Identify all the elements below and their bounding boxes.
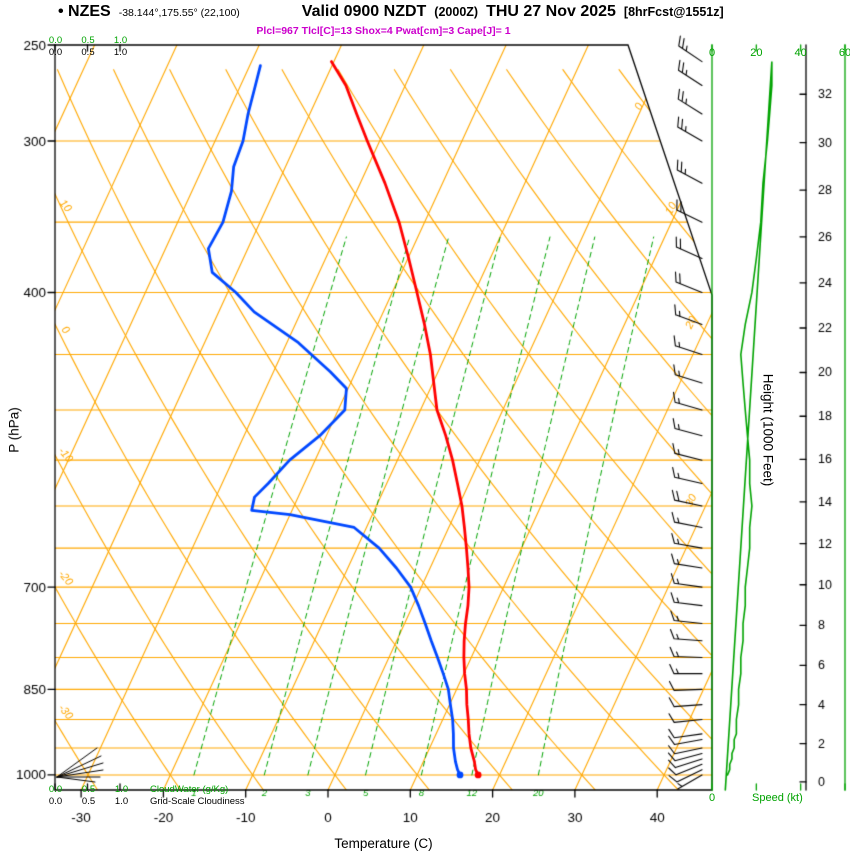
cloudiness-scale-tick: 0.0: [48, 47, 63, 58]
cloudwater-scale-top: 0.0 0.5 1.0: [47, 35, 129, 46]
cloudwater-legend-tick: 0.5: [81, 784, 96, 795]
speed-scale-tick: 60: [838, 47, 850, 59]
cloudwater-legend-tick: 0.0: [48, 784, 63, 795]
cloudwater-scale-tick: 1.0: [113, 35, 128, 46]
cloudwater-scale-tick: 0.0: [48, 35, 63, 46]
cloudwater-label: CloudWater (g/Kg): [150, 784, 229, 795]
cloudwater-legend-tick: 1.0: [114, 784, 129, 795]
sounding-parameters: Plcl=967 Tlcl[C]=13 Shox=4 Pwat[cm]=3 Ca…: [256, 25, 511, 37]
station-coords: -38.144°,175.55° (22,100): [118, 7, 240, 19]
valid-time: Valid 0900 NZDT: [301, 3, 427, 20]
speed-scale-tick: 40: [794, 47, 807, 59]
cloudiness-scale-top: 0.0 0.5 1.0: [47, 47, 129, 58]
station-name: • NZES: [58, 3, 111, 20]
cloudwater-legend-ticks: 0.0 0.5 1.0: [47, 784, 146, 795]
cloudiness-legend-ticks: 0.0 0.5 1.0: [47, 796, 146, 807]
cloudiness-label: Grid-Scale Cloudiness: [150, 796, 245, 807]
cloudiness-legend: 0.0 0.5 1.0 Grid-Scale Cloudiness: [47, 796, 245, 807]
speed-axis-zero: 0: [708, 792, 716, 804]
cloudiness-legend-tick: 0.0: [48, 796, 63, 807]
speed-scale-tick: 0: [708, 47, 716, 59]
forecast-tag: [8hrFcst@1551z]: [623, 5, 724, 19]
temp-axis-title: Temperature (C): [334, 836, 433, 851]
speed-axis-title: Speed (kt): [752, 792, 803, 804]
height-axis-title: Height (1000 Feet): [760, 373, 776, 487]
cloudwater-scale-tick: 0.5: [81, 35, 95, 46]
header: • NZES -38.144°,175.55° (22,100) Valid 0…: [58, 3, 724, 21]
cloudiness-legend-tick: 1.0: [114, 796, 129, 807]
speed-scale-tick: 20: [750, 47, 763, 59]
cloudwater-legend: 0.0 0.5 1.0 CloudWater (g/Kg): [47, 784, 228, 795]
cloudiness-scale-tick: 0.5: [81, 47, 95, 58]
valid-date: THU 27 Nov 2025: [486, 3, 616, 20]
cloudiness-scale-tick: 1.0: [113, 47, 128, 58]
valid-zulu: (2000Z): [434, 5, 479, 19]
cloudiness-legend-tick: 0.5: [81, 796, 96, 807]
pressure-axis-title: P (hPa): [6, 407, 22, 453]
